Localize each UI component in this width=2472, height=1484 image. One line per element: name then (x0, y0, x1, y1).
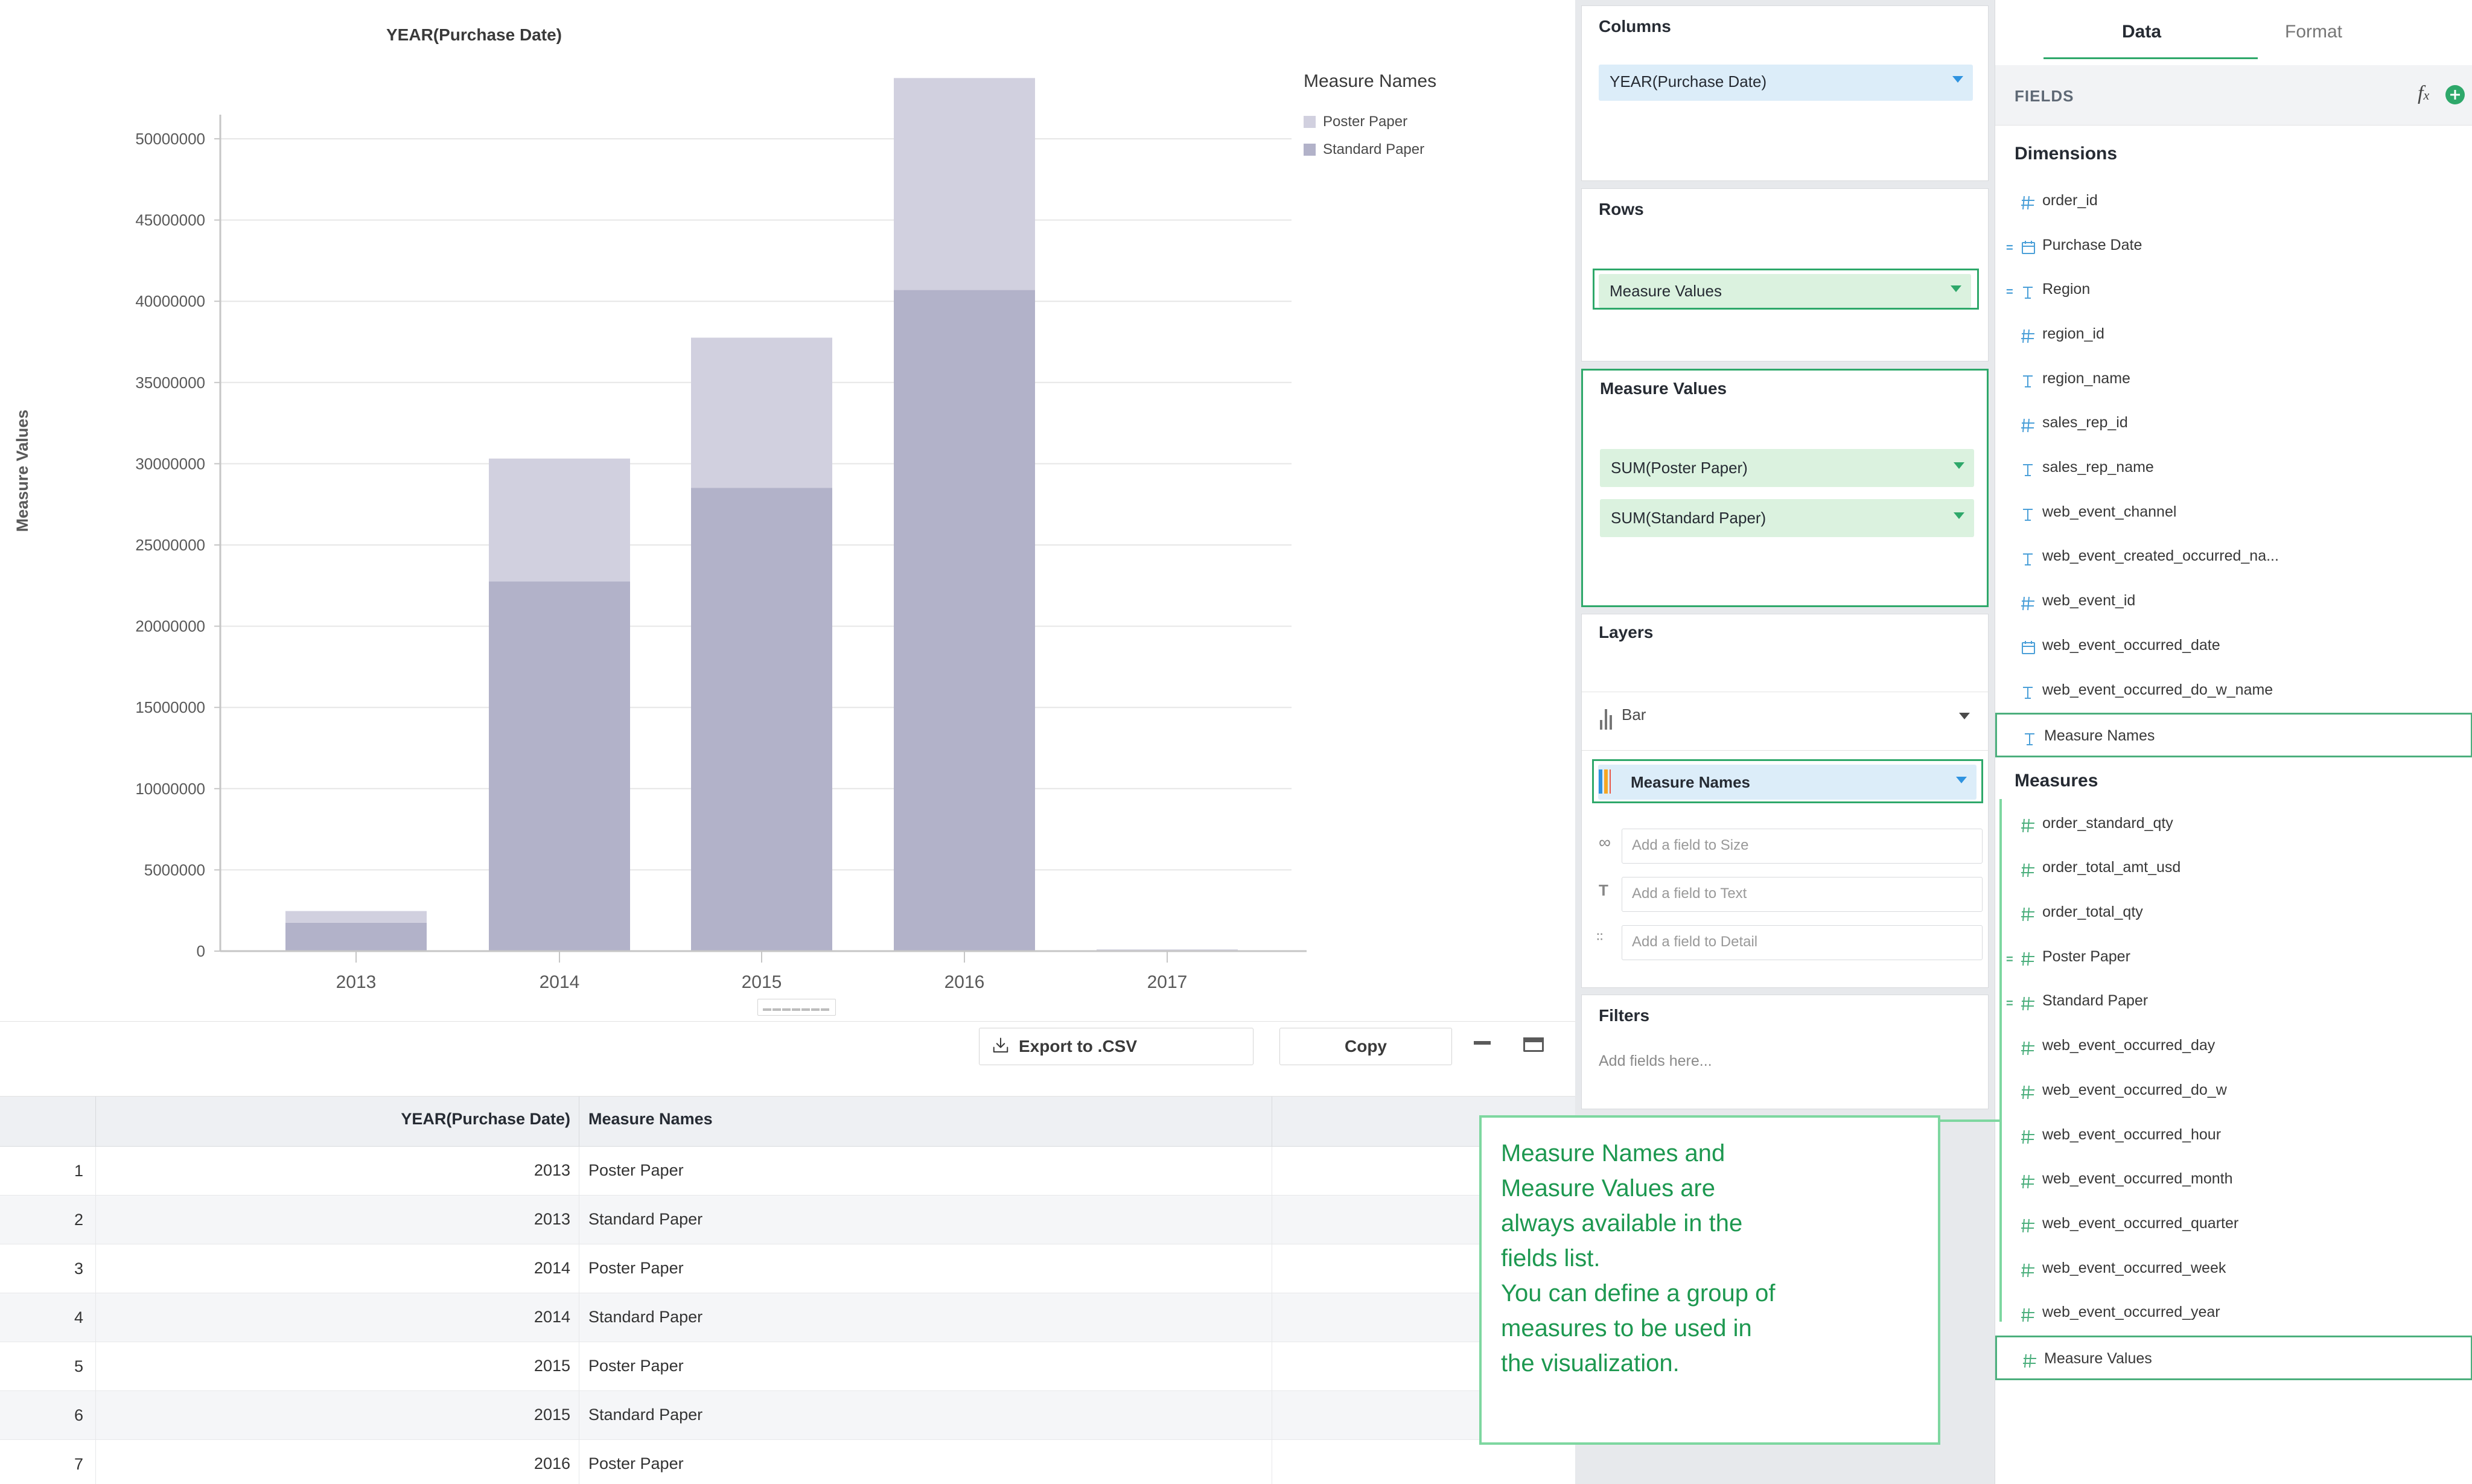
svg-text:45000000: 45000000 (135, 211, 205, 229)
svg-text:40000000: 40000000 (135, 292, 205, 310)
svg-text:50000000: 50000000 (135, 130, 205, 148)
svg-text:5000000: 5000000 (144, 861, 205, 879)
svg-text:25000000: 25000000 (135, 536, 205, 554)
svg-text:2014: 2014 (540, 972, 580, 992)
svg-text:0: 0 (197, 942, 205, 960)
svg-text:2013: 2013 (336, 972, 377, 992)
svg-text:20000000: 20000000 (135, 617, 205, 635)
svg-text:2015: 2015 (742, 972, 782, 992)
svg-text:35000000: 35000000 (135, 374, 205, 392)
svg-text:2016: 2016 (945, 972, 985, 992)
svg-text:10000000: 10000000 (135, 780, 205, 798)
svg-text:30000000: 30000000 (135, 454, 205, 473)
svg-text:15000000: 15000000 (135, 698, 205, 716)
svg-text:2017: 2017 (1147, 972, 1188, 992)
